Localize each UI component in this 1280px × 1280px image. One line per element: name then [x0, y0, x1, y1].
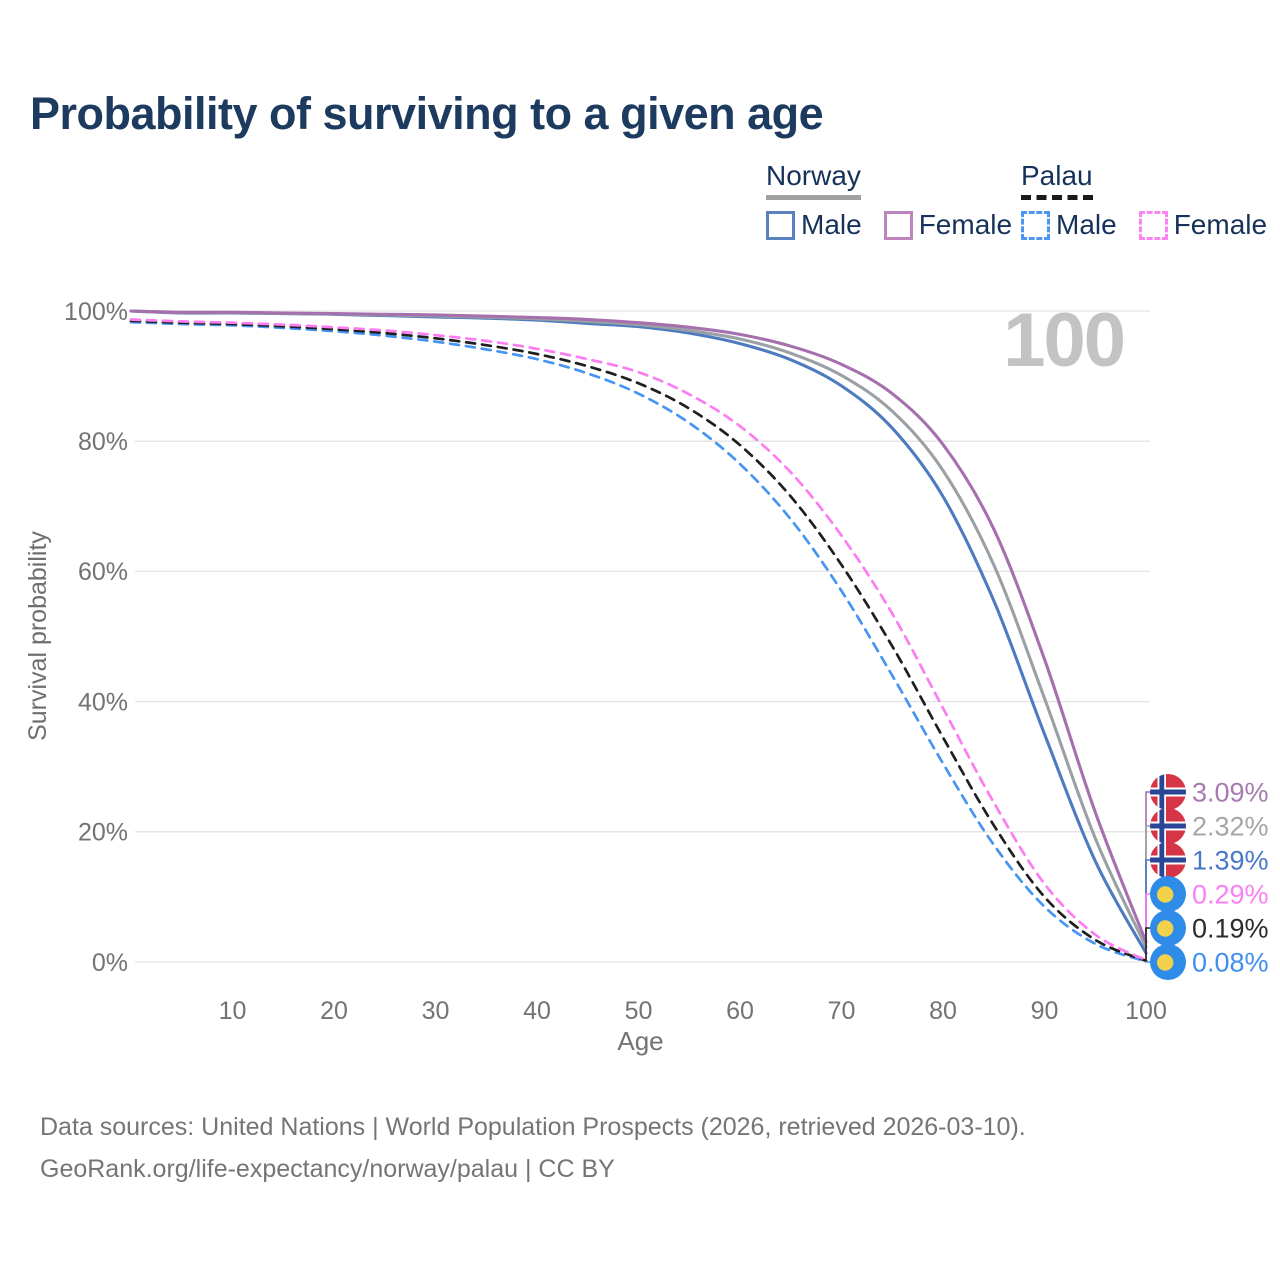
end-label-palau-male: 0.08% [1192, 947, 1269, 977]
y-tick-100%: 100% [64, 298, 128, 326]
palau-flag-icon [1150, 876, 1186, 912]
legend-swatch-norway-male [766, 210, 795, 240]
page-title: Probability of surviving to a given age [30, 88, 824, 139]
curve-palau-female [129, 318, 1148, 962]
y-tick-60%: 60% [78, 558, 128, 586]
x-tick-10: 10 [219, 997, 247, 1025]
x-tick-30: 30 [422, 997, 450, 1025]
legend-item-palau-male[interactable]: Male [1021, 209, 1117, 241]
x-tick-60: 60 [726, 997, 754, 1025]
norway-flag-icon [1150, 842, 1186, 878]
y-tick-20%: 20% [78, 819, 128, 847]
legend-group-palau: Palau Male Female [1021, 160, 1267, 241]
legend-item-label: Male [1056, 209, 1117, 240]
legend-header-palau: Palau [1021, 160, 1093, 200]
legend-item-norway-female[interactable]: Female [883, 209, 1013, 241]
y-axis-title: Survival probability [24, 531, 52, 741]
footer-sources: Data sources: United Nations | World Pop… [40, 1113, 1026, 1141]
end-label-norway-female: 3.09% [1192, 777, 1269, 807]
chart-legend: Norway Male Female Palau Male Female [0, 160, 1280, 250]
legend-item-label: Female [1173, 209, 1268, 240]
x-tick-90: 90 [1031, 997, 1059, 1025]
legend-item-label: Female [918, 209, 1013, 240]
palau-flag-icon [1150, 910, 1186, 946]
chart-footer: Data sources: United Nations | World Pop… [40, 1106, 1026, 1190]
curve-palau-both-sexes [129, 319, 1148, 963]
x-tick-20: 20 [320, 997, 348, 1025]
footer-url: GeoRank.org/life-expectancy/norway/palau… [40, 1155, 615, 1183]
legend-swatch-palau-male [1021, 210, 1050, 240]
curve-palau-male [129, 320, 1148, 963]
legend-items-palau: Male Female [1021, 209, 1267, 241]
legend-item-palau-female[interactable]: Female [1138, 209, 1268, 241]
legend-swatch-palau-female [1138, 210, 1168, 240]
end-label-palau-female: 0.29% [1192, 879, 1269, 909]
end-label-norway-male: 1.39% [1192, 845, 1269, 875]
end-connector-norway-male [1145, 859, 1153, 953]
x-tick-70: 70 [828, 997, 856, 1025]
legend-item-label: Male [801, 209, 862, 240]
end-label-palau-both-sexes: 0.19% [1192, 913, 1269, 943]
legend-item-norway-male[interactable]: Male [766, 209, 862, 241]
curve-norway-female [129, 309, 1148, 944]
norway-flag-icon [1150, 808, 1186, 844]
x-tick-80: 80 [929, 997, 957, 1025]
y-tick-80%: 80% [78, 428, 128, 456]
curve-norway-both-sexes [129, 309, 1148, 949]
legend-items-norway: Male Female [766, 209, 1012, 241]
age-watermark: 100 [1003, 298, 1124, 383]
legend-swatch-norway-female [883, 210, 913, 240]
norway-flag-icon [1150, 774, 1186, 810]
legend-header-norway: Norway [766, 160, 861, 200]
legend-group-norway: Norway Male Female [766, 160, 1012, 241]
palau-flag-icon [1150, 944, 1186, 980]
x-axis-title: Age [617, 1026, 663, 1056]
curve-norway-male [129, 309, 1148, 955]
y-tick-0%: 0% [92, 949, 128, 977]
y-tick-40%: 40% [78, 688, 128, 716]
x-tick-100: 100 [1125, 997, 1167, 1025]
x-tick-50: 50 [625, 997, 653, 1025]
end-label-norway-both-sexes: 2.32% [1192, 811, 1269, 841]
x-tick-40: 40 [523, 997, 551, 1025]
